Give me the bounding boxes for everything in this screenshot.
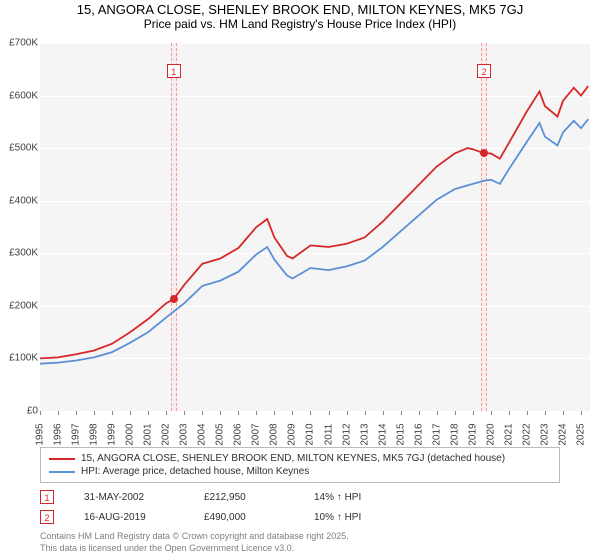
x-tick-mark xyxy=(58,411,59,415)
x-tick-label: 2003 xyxy=(179,423,190,445)
x-tick-mark xyxy=(220,411,221,415)
x-tick-label: 1997 xyxy=(71,423,82,445)
x-tick-label: 2020 xyxy=(485,423,496,445)
x-tick-mark xyxy=(473,411,474,415)
footer-line: Contains HM Land Registry data © Crown c… xyxy=(40,531,560,543)
sale-flag-icon: 1 xyxy=(40,490,54,504)
x-tick-label: 2008 xyxy=(269,423,280,445)
y-tick-label: £100K xyxy=(9,353,38,364)
x-tick-label: 2004 xyxy=(197,423,208,445)
x-tick-mark xyxy=(365,411,366,415)
series-line-hpi xyxy=(40,119,588,364)
x-tick-mark xyxy=(130,411,131,415)
sale-price: £490,000 xyxy=(204,512,284,523)
chart-lines xyxy=(40,43,590,411)
x-tick-mark xyxy=(202,411,203,415)
x-tick-label: 1998 xyxy=(89,423,100,445)
sale-diff: 14% ↑ HPI xyxy=(314,492,361,503)
x-tick-mark xyxy=(166,411,167,415)
x-tick-mark xyxy=(292,411,293,415)
x-tick-mark xyxy=(94,411,95,415)
footer-attribution: Contains HM Land Registry data © Crown c… xyxy=(40,531,560,554)
x-tick-mark xyxy=(40,411,41,415)
x-tick-label: 2002 xyxy=(161,423,172,445)
x-tick-mark xyxy=(184,411,185,415)
x-tick-mark xyxy=(419,411,420,415)
x-tick-label: 2007 xyxy=(251,423,262,445)
x-tick-label: 2010 xyxy=(305,423,316,445)
x-tick-label: 2005 xyxy=(215,423,226,445)
y-tick-label: £500K xyxy=(9,143,38,154)
sale-row: 2 16-AUG-2019 £490,000 10% ↑ HPI xyxy=(40,507,560,527)
x-tick-label: 1996 xyxy=(53,423,64,445)
x-tick-label: 2011 xyxy=(323,424,334,446)
x-tick-mark xyxy=(310,411,311,415)
y-tick-label: £300K xyxy=(9,248,38,259)
footer-line: This data is licensed under the Open Gov… xyxy=(40,543,560,555)
x-tick-mark xyxy=(383,411,384,415)
legend-swatch-hpi xyxy=(49,471,75,473)
sale-flag-icon: 2 xyxy=(40,510,54,524)
x-tick-label: 2023 xyxy=(539,423,550,445)
x-tick-label: 2009 xyxy=(287,423,298,445)
x-tick-label: 2025 xyxy=(575,423,586,445)
legend: 15, ANGORA CLOSE, SHENLEY BROOK END, MIL… xyxy=(40,447,560,483)
chart-subtitle: Price paid vs. HM Land Registry's House … xyxy=(0,17,600,35)
y-tick-label: £700K xyxy=(9,38,38,49)
x-tick-label: 2015 xyxy=(395,423,406,445)
x-tick-mark xyxy=(509,411,510,415)
x-tick-mark xyxy=(256,411,257,415)
x-tick-mark xyxy=(347,411,348,415)
x-tick-mark xyxy=(437,411,438,415)
x-tick-mark xyxy=(238,411,239,415)
x-tick-label: 2021 xyxy=(503,423,514,445)
x-tick-label: 2012 xyxy=(341,423,352,445)
x-tick-label: 2006 xyxy=(233,423,244,445)
x-tick-mark xyxy=(581,411,582,415)
legend-row: 15, ANGORA CLOSE, SHENLEY BROOK END, MIL… xyxy=(49,452,551,465)
x-tick-label: 2017 xyxy=(431,423,442,445)
x-tick-mark xyxy=(491,411,492,415)
x-tick-label: 2018 xyxy=(449,423,460,445)
x-tick-mark xyxy=(563,411,564,415)
sale-row: 1 31-MAY-2002 £212,950 14% ↑ HPI xyxy=(40,487,560,507)
y-tick-label: £600K xyxy=(9,90,38,101)
x-tick-mark xyxy=(455,411,456,415)
chart-title: 15, ANGORA CLOSE, SHENLEY BROOK END, MIL… xyxy=(0,0,600,17)
x-tick-label: 2014 xyxy=(377,423,388,445)
x-tick-mark xyxy=(527,411,528,415)
sale-price: £212,950 xyxy=(204,492,284,503)
x-tick-label: 2024 xyxy=(557,423,568,445)
sale-diff: 10% ↑ HPI xyxy=(314,512,361,523)
x-tick-label: 2013 xyxy=(359,423,370,445)
series-line-property xyxy=(40,86,588,358)
legend-swatch-property xyxy=(49,458,75,460)
x-tick-label: 2022 xyxy=(521,423,532,445)
x-tick-label: 2016 xyxy=(413,423,424,445)
y-tick-label: £200K xyxy=(9,300,38,311)
x-tick-label: 2000 xyxy=(125,423,136,445)
x-tick-label: 2019 xyxy=(467,423,478,445)
sale-date: 16-AUG-2019 xyxy=(84,512,174,523)
x-tick-mark xyxy=(329,411,330,415)
chart-area: £0 £100K £200K £300K £400K £500K £600K £700K 19… xyxy=(0,35,600,445)
x-tick-mark xyxy=(76,411,77,415)
x-tick-mark xyxy=(545,411,546,415)
x-tick-mark xyxy=(401,411,402,415)
legend-label: HPI: Average price, detached house, Milt… xyxy=(81,466,309,477)
x-tick-label: 2001 xyxy=(143,423,154,445)
y-tick-label: £0 xyxy=(27,406,38,417)
x-tick-label: 1999 xyxy=(107,423,118,445)
sales-table: 1 31-MAY-2002 £212,950 14% ↑ HPI 2 16-AU… xyxy=(40,487,560,527)
x-tick-mark xyxy=(112,411,113,415)
x-tick-label: 1995 xyxy=(35,423,46,445)
legend-label: 15, ANGORA CLOSE, SHENLEY BROOK END, MIL… xyxy=(81,453,505,464)
y-tick-label: £400K xyxy=(9,195,38,206)
legend-row: HPI: Average price, detached house, Milt… xyxy=(49,465,551,478)
x-tick-mark xyxy=(274,411,275,415)
x-tick-mark xyxy=(148,411,149,415)
sale-date: 31-MAY-2002 xyxy=(84,492,174,503)
